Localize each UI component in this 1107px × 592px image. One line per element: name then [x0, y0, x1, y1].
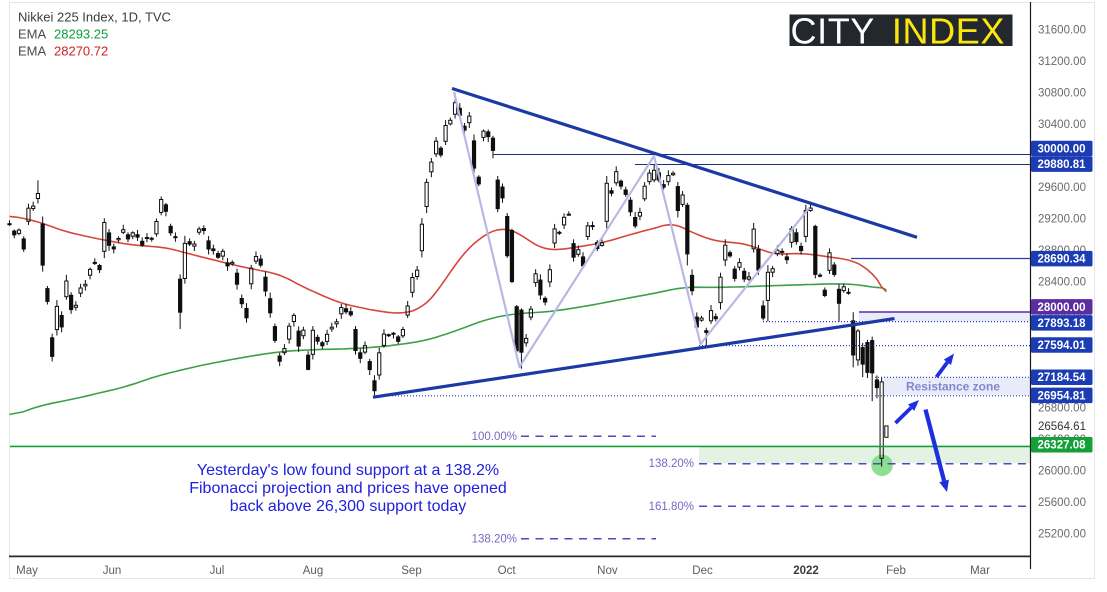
svg-text:Fibonacci projection and price: Fibonacci projection and prices have ope… — [189, 480, 507, 497]
svg-text:138.20%: 138.20% — [472, 534, 517, 546]
svg-text:Resistance zone: Resistance zone — [906, 380, 1000, 394]
svg-text:26954.81: 26954.81 — [1038, 390, 1087, 402]
svg-text:26800.00: 26800.00 — [1038, 403, 1086, 415]
svg-text:25600.00: 25600.00 — [1038, 497, 1086, 509]
svg-text:27893.18: 27893.18 — [1038, 318, 1087, 330]
svg-text:100.00%: 100.00% — [472, 431, 517, 443]
svg-text:30800.00: 30800.00 — [1038, 88, 1086, 100]
svg-text:30400.00: 30400.00 — [1038, 119, 1086, 131]
svg-text:28000.00: 28000.00 — [1038, 302, 1086, 314]
svg-text:back above 26,300 support toda: back above 26,300 support today — [230, 498, 467, 515]
svg-text:31200.00: 31200.00 — [1038, 56, 1086, 68]
svg-text:29600.00: 29600.00 — [1038, 182, 1086, 194]
svg-text:EMA 28270.72: EMA 28270.72 — [18, 44, 108, 59]
svg-text:Nikkei 225 Index, 1D, TVC: Nikkei 225 Index, 1D, TVC — [18, 10, 171, 25]
svg-text:Sep: Sep — [401, 565, 421, 577]
svg-text:Dec: Dec — [692, 565, 713, 577]
svg-text:Oct: Oct — [498, 565, 517, 577]
svg-text:2022: 2022 — [793, 565, 819, 577]
svg-text:Mar: Mar — [970, 565, 990, 577]
svg-text:Nov: Nov — [597, 565, 618, 577]
svg-text:26327.08: 26327.08 — [1038, 440, 1087, 452]
svg-text:161.80%: 161.80% — [649, 501, 694, 513]
svg-text:Aug: Aug — [303, 565, 323, 577]
svg-text:Yesterday's low found support: Yesterday's low found support at a 138.2… — [197, 462, 499, 479]
svg-text:26000.00: 26000.00 — [1038, 466, 1086, 478]
svg-text:Feb: Feb — [886, 565, 906, 577]
svg-text:26564.61: 26564.61 — [1038, 421, 1086, 433]
svg-text:Jun: Jun — [103, 565, 122, 577]
svg-text:Jul: Jul — [210, 565, 225, 577]
svg-text:29880.81: 29880.81 — [1038, 159, 1087, 171]
svg-text:29200.00: 29200.00 — [1038, 214, 1086, 226]
svg-text:EMA 28293.25: EMA 28293.25 — [18, 27, 108, 42]
svg-text:31600.00: 31600.00 — [1038, 25, 1086, 37]
svg-text:25200.00: 25200.00 — [1038, 529, 1086, 541]
svg-text:28400.00: 28400.00 — [1038, 277, 1086, 289]
svg-text:27594.01: 27594.01 — [1038, 340, 1087, 352]
svg-text:138.20%: 138.20% — [649, 458, 694, 470]
svg-text:27184.54: 27184.54 — [1038, 372, 1087, 384]
svg-text:May: May — [16, 565, 38, 577]
svg-text:28690.34: 28690.34 — [1038, 254, 1087, 266]
svg-text:30000.00: 30000.00 — [1038, 144, 1086, 156]
